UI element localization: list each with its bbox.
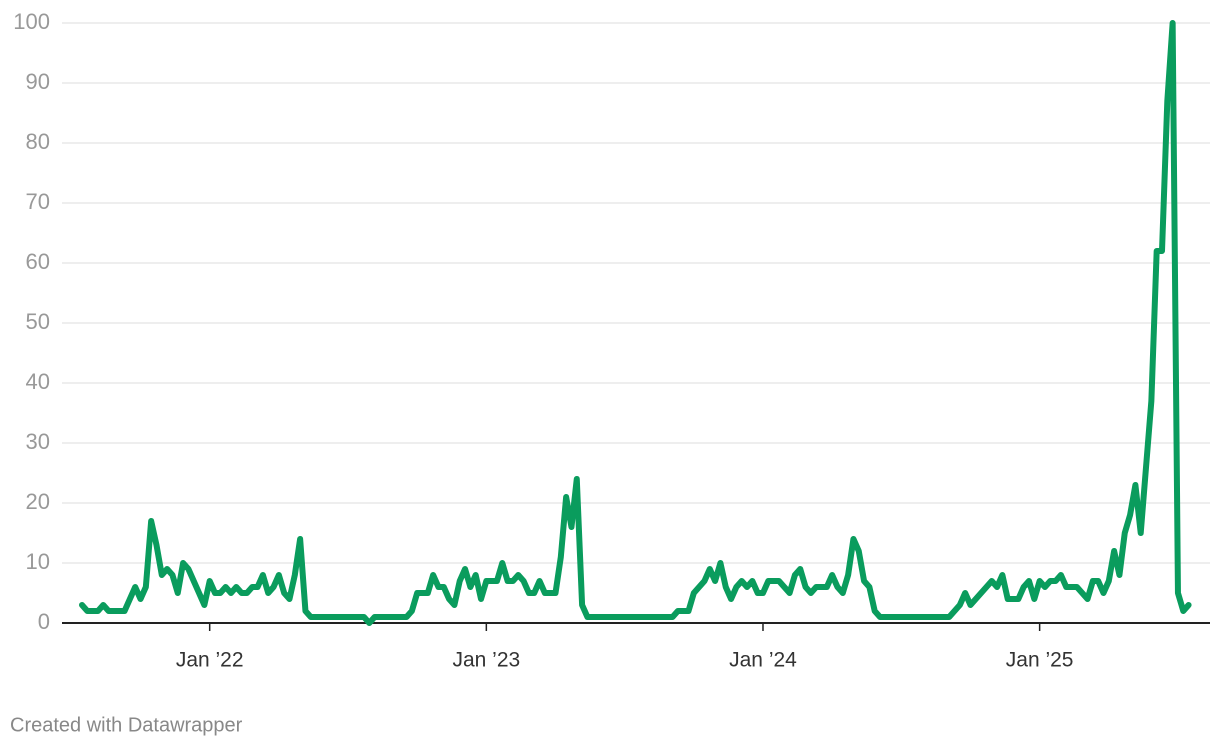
y-tick-label: 40 xyxy=(26,369,50,394)
y-tick-label: 50 xyxy=(26,309,50,334)
data-line xyxy=(79,20,1192,626)
y-tick-label: 30 xyxy=(26,429,50,454)
footer: Created with Datawrapper xyxy=(10,714,243,736)
y-tick-label: 90 xyxy=(26,69,50,94)
y-tick-label: 0 xyxy=(38,609,50,634)
y-tick-label: 20 xyxy=(26,489,50,514)
x-tick-label: Jan ’23 xyxy=(452,649,520,672)
y-tick-label: 100 xyxy=(13,9,50,34)
x-tick-label: Jan ’22 xyxy=(176,649,244,672)
x-tick-label: Jan ’25 xyxy=(1006,649,1074,672)
y-tick-label: 60 xyxy=(26,249,50,274)
x-tick-label: Jan ’24 xyxy=(729,649,797,672)
y-tick-label: 70 xyxy=(26,189,50,214)
y-tick-label: 80 xyxy=(26,129,50,154)
y-tick-label: 10 xyxy=(26,549,50,574)
